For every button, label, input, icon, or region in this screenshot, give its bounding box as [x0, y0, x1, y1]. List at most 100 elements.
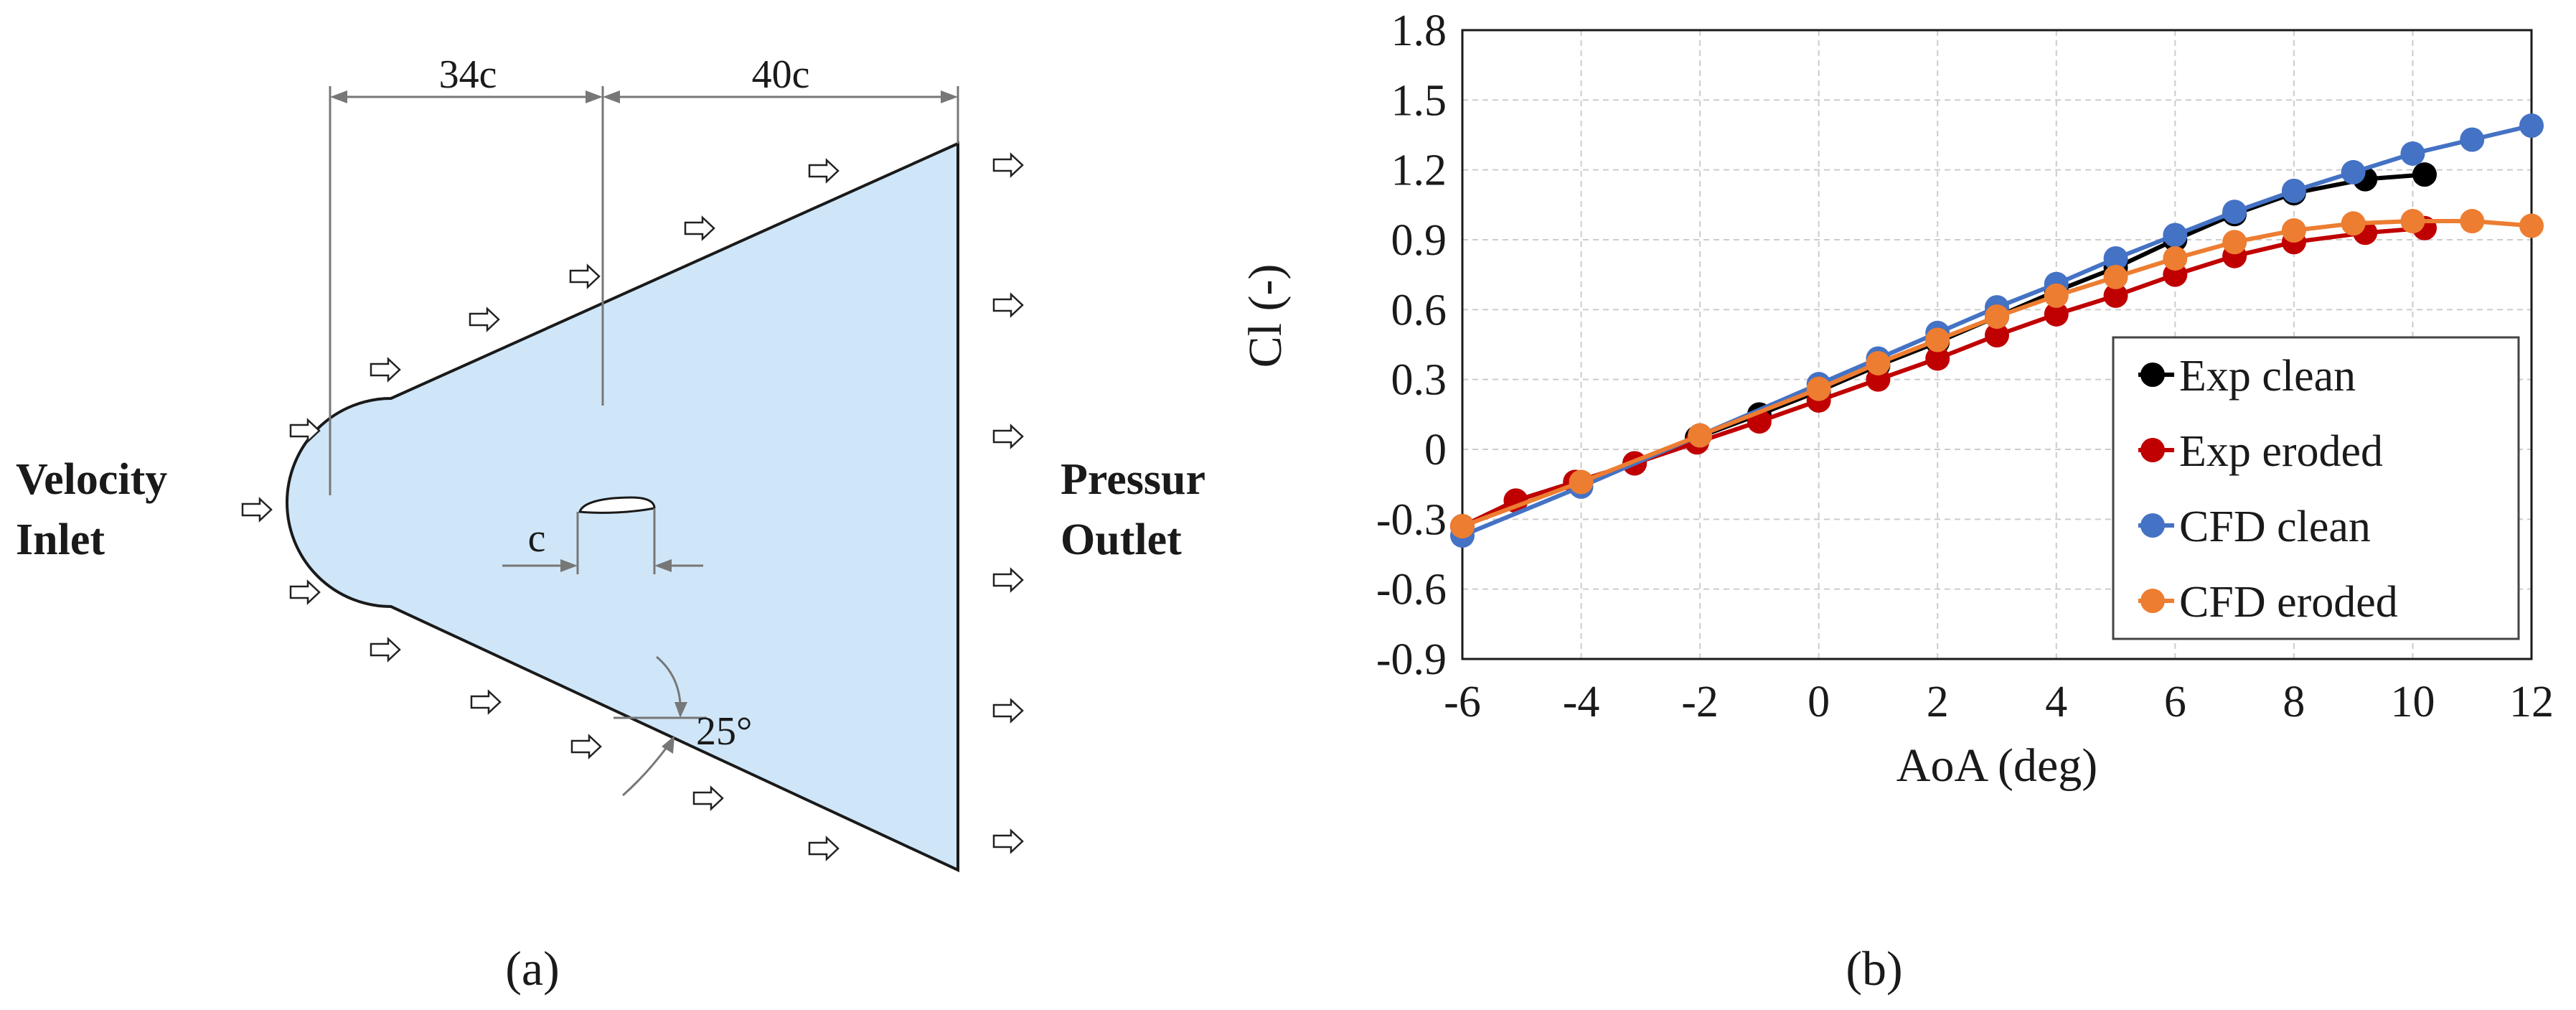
data-point [2163, 223, 2188, 248]
panel-b-caption: (b) [1846, 941, 1902, 996]
y-tick-label: -0.3 [1376, 495, 1447, 544]
panel-a-domain-diagram: 34c 40c c 25° [16, 52, 1205, 996]
data-point [2341, 211, 2366, 236]
outflow-arrows [992, 153, 1024, 854]
x-tick-label: 2 [1927, 678, 1949, 726]
data-point [1925, 327, 1950, 352]
data-point [2341, 159, 2366, 184]
data-point [1569, 469, 1594, 495]
flow-arrow-icon [370, 357, 401, 382]
x-tick-label: 6 [2164, 678, 2186, 726]
legend-item: Exp clean [2138, 352, 2356, 401]
legend-marker [2140, 589, 2165, 613]
data-point [2519, 113, 2544, 139]
x-axis-ticks: -6 -4 -2 0 2 4 6 8 10 12 [1444, 678, 2554, 726]
y-tick-label: 0.9 [1391, 216, 1447, 265]
data-point [1866, 350, 1891, 375]
data-point [2222, 230, 2247, 255]
data-point [2222, 200, 2247, 225]
data-point [2412, 162, 2437, 187]
legend-item: CFD eroded [2138, 578, 2398, 627]
data-point [2460, 209, 2485, 234]
data-point [2163, 246, 2188, 271]
x-tick-label: 10 [2390, 678, 2435, 726]
data-point [2044, 301, 2069, 327]
data-point [2103, 246, 2128, 271]
data-point [2400, 209, 2425, 234]
x-tick-label: -4 [1563, 678, 1600, 726]
flow-arrow-icon [992, 293, 1024, 317]
dim-downstream-label: 40c [752, 52, 810, 97]
legend-marker [2140, 363, 2165, 387]
data-point [1985, 304, 2009, 329]
data-point [2281, 178, 2306, 203]
airfoil-shape [578, 496, 656, 514]
y-axis-label: Cl (-) [1239, 264, 1292, 368]
flow-arrow-icon [992, 568, 1024, 592]
data-point [2281, 218, 2306, 243]
y-tick-label: 1.5 [1391, 76, 1447, 125]
y-tick-label: 1.8 [1391, 6, 1447, 55]
flow-arrow-icon [289, 580, 321, 604]
flow-arrow-icon [992, 424, 1024, 449]
flow-arrow-icon [570, 734, 602, 759]
data-point [2519, 213, 2544, 238]
dimension-lines [329, 86, 959, 495]
inlet-label-line2: Inlet [16, 515, 105, 564]
panel-a-caption: (a) [505, 941, 559, 996]
flow-arrow-icon [808, 159, 840, 183]
data-point [2044, 283, 2069, 308]
y-tick-label: 0.6 [1391, 286, 1447, 335]
series-cfd-eroded [1450, 209, 2544, 539]
legend-label: CFD eroded [2179, 578, 2398, 627]
data-point [2103, 264, 2128, 289]
plot-area-frame [1461, 29, 2533, 660]
lift-coefficient-chart: -6 -4 -2 0 2 4 6 8 10 12 -0.9 -0.6 -0.3 0 0.3 0.6 0.9 1.… [1239, 6, 2554, 996]
x-tick-label: 4 [2045, 678, 2067, 726]
legend-item: Exp eroded [2138, 427, 2383, 476]
outlet-label-line1: Pressur [1061, 455, 1205, 504]
angle-indicator [614, 655, 707, 797]
x-tick-label: -2 [1681, 678, 1719, 726]
legend-label: Exp clean [2179, 352, 2356, 401]
inlet-label-line1: Velocity [16, 455, 167, 504]
x-tick-label: -6 [1444, 678, 1481, 726]
legend-box [2112, 336, 2520, 640]
flow-arrow-icon [992, 698, 1024, 723]
flow-arrow-icon [684, 216, 715, 240]
outlet-label-line2: Outlet [1061, 515, 1182, 564]
y-tick-label: 1.2 [1391, 146, 1447, 195]
flow-arrow-icon [469, 307, 500, 332]
chord-dimension [502, 508, 703, 574]
chart-legend: Exp clean Exp eroded CFD clean CFD eroded [2112, 336, 2520, 640]
data-point [1806, 376, 1831, 401]
legend-marker [2140, 438, 2165, 462]
legend-label: Exp eroded [2179, 427, 2383, 476]
dim-upstream-label: 34c [439, 52, 497, 97]
y-tick-label: -0.6 [1376, 566, 1447, 614]
data-point [1985, 323, 2009, 348]
data-point [1450, 514, 1475, 539]
flow-arrow-icon [692, 786, 724, 810]
data-point [1688, 423, 1713, 448]
y-tick-label: -0.9 [1376, 635, 1447, 684]
x-tick-label: 12 [2509, 678, 2554, 726]
legend-marker [2140, 513, 2165, 538]
chord-label: c [528, 516, 546, 561]
y-tick-label: 0.3 [1391, 356, 1447, 405]
flow-arrow-icon [808, 836, 840, 861]
flow-arrow-icon [992, 829, 1024, 854]
angle-label: 25° [696, 709, 752, 754]
flow-arrow-icon [241, 497, 273, 522]
data-point [1925, 346, 1950, 371]
flow-arrow-icon [370, 637, 401, 662]
data-point [2460, 127, 2485, 152]
y-tick-label: 0 [1424, 426, 1447, 474]
flow-arrow-icon [992, 153, 1024, 177]
flow-arrow-icon [470, 690, 502, 714]
series-line [1461, 219, 2532, 528]
x-tick-label: 8 [2283, 678, 2305, 726]
x-tick-label: 0 [1808, 678, 1830, 726]
chart-series [1450, 113, 2544, 548]
